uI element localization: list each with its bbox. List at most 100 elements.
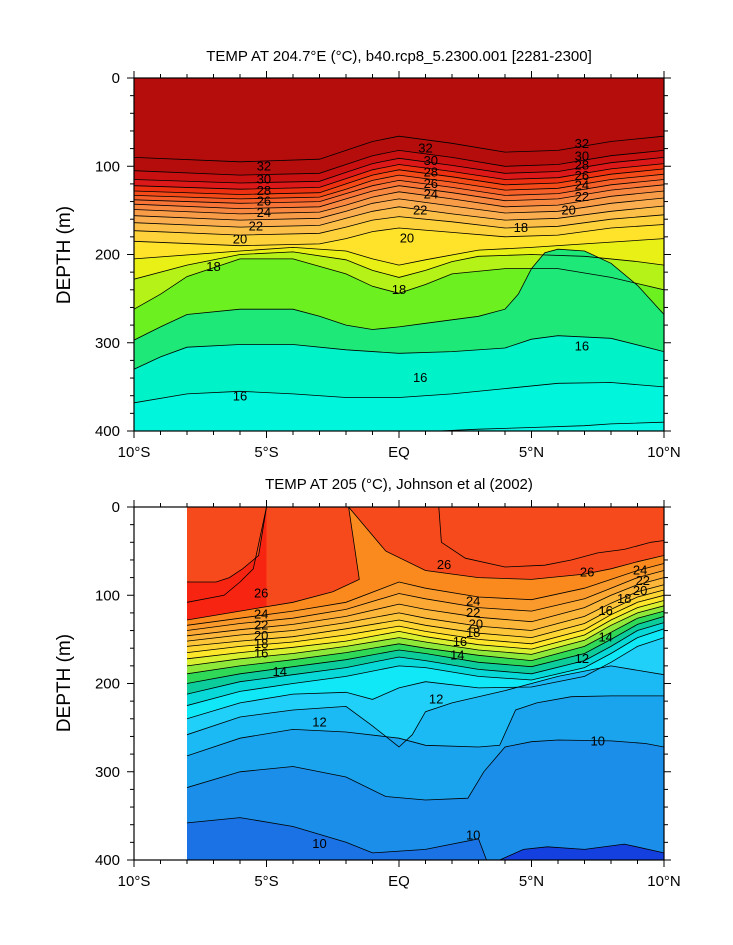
contour-line [429,421,664,431]
x-tick-label: EQ [388,873,410,890]
contour-label: 20 [633,583,647,598]
contour-label: 26 [424,176,438,191]
contour-label: 24 [575,178,589,193]
x-tick-label: 5°N [519,873,544,890]
contour-label: 20 [469,616,483,631]
contour-label: 14 [450,647,464,662]
contour-line [134,251,664,280]
contour-label: 18 [392,282,406,297]
contour-label: 22 [575,189,589,204]
contour-label: 32 [575,136,589,151]
contour-label: 26 [575,168,589,183]
contour-line [134,205,664,228]
contour-line [187,584,664,642]
contour-line [187,570,664,631]
y-tick-label: 200 [95,247,120,264]
contour-line [134,224,664,247]
contour-line [134,135,664,163]
contour-label: 26 [257,194,271,209]
contour-line [134,163,664,190]
contour-line [187,600,664,660]
y-tick-label: 0 [112,499,120,516]
x-tick-label: 5°S [254,444,278,461]
contour-line [187,739,664,801]
contour-line [187,695,664,757]
contour-line [187,507,267,583]
contour-fill [499,844,664,860]
contour-line [134,149,664,176]
contour-label: 32 [418,141,432,156]
contour-line [134,258,664,310]
contour-label: 18 [254,636,268,651]
contour-label: 10 [312,836,326,851]
contour-line [499,843,664,860]
contour-line [134,173,664,200]
contour-fill [134,382,664,431]
contour-label: 26 [580,564,594,579]
contour-label: 18 [466,625,480,640]
contour-label: 26 [254,585,268,600]
contour-label: 20 [561,202,575,217]
contour-line [187,628,664,706]
contour-label: 30 [575,149,589,164]
y-tick-label: 100 [95,158,120,175]
plot-area: 3230282624222018323028262422201818202224… [95,70,681,461]
contour-line [134,168,664,195]
contour-line [187,622,664,695]
contour-label: 28 [424,164,438,179]
contour-line [134,335,664,370]
x-tick-label: 10°N [647,873,681,890]
contour-label: 22 [413,202,427,217]
contour-label: 12 [312,714,326,729]
y-tick-label: 300 [95,764,120,781]
contour-fill [187,817,664,860]
y-tick-label: 100 [95,587,120,604]
panel-bottom: TEMP AT 205 (°C), Johnson et al (2002) D… [54,476,681,890]
contour-label: 22 [636,573,650,588]
contour-label: 22 [249,218,263,233]
x-tick-label: EQ [388,444,410,461]
y-axis-label: DEPTH (m) [54,634,75,732]
y-axis-label: DEPTH (m) [54,206,75,304]
contour-label: 18 [617,591,631,606]
contour-line [187,507,664,603]
panel-top: TEMP AT 204.7°E (°C), b40.rcp8_5.2300.00… [54,48,681,461]
contour-label: 14 [273,664,287,679]
contour-line [187,817,664,860]
contour-label: 16 [575,338,589,353]
contour-label: 18 [514,220,528,235]
contour-label: 28 [575,157,589,172]
contour-line [134,248,664,341]
contour-line [187,637,664,720]
contour-label: 22 [466,605,480,620]
contour-label: 28 [257,183,271,198]
contour-label: 24 [254,607,268,622]
contour-label: 16 [233,389,247,404]
contour-label: 10 [591,734,605,749]
contour-label: 32 [257,158,271,173]
contour-label: 14 [598,630,612,645]
y-tick-label: 300 [95,335,120,352]
x-tick-label: 5°S [254,873,278,890]
contour-line [187,665,664,748]
contour-line [187,589,664,647]
contour-fills [187,507,664,860]
contour-line [134,184,664,210]
contour-fills [134,78,664,431]
contour-label: 12 [575,651,589,666]
contour-line [134,238,664,266]
x-tick-label: 10°N [647,444,681,461]
y-tick-label: 400 [95,423,120,440]
contour-label: 16 [254,645,268,660]
panel-title: TEMP AT 205 (°C), Johnson et al (2002) [265,476,533,493]
contour-line [187,610,664,675]
contour-line [187,605,664,667]
contour-label: 16 [598,603,612,618]
contour-line [134,190,664,215]
contour-label: 20 [400,231,414,246]
contour-line [187,563,664,626]
contour-label: 18 [206,259,220,274]
contour-label: 24 [424,186,438,201]
contour-label: 16 [413,370,427,385]
contour-label: 26 [437,557,451,572]
